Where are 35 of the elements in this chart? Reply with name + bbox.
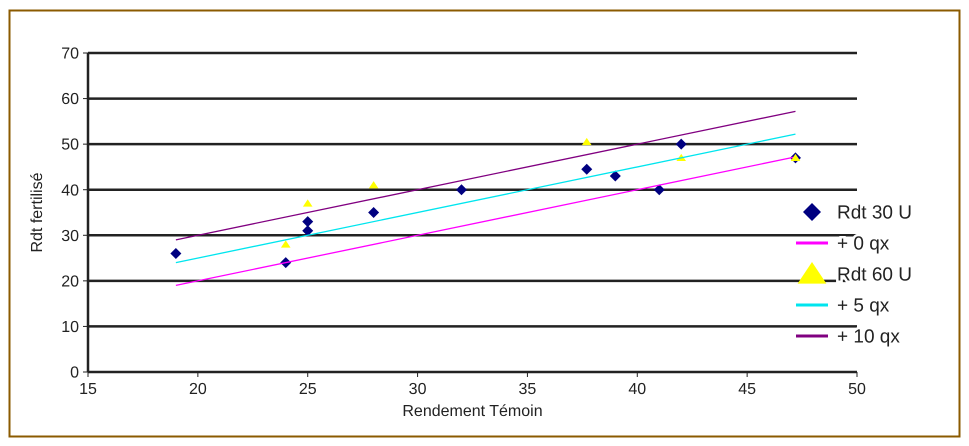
point bbox=[582, 138, 592, 146]
legend-label: + 0 qx bbox=[837, 234, 890, 255]
y-tick-label: 0 bbox=[70, 364, 80, 382]
legend-label: + 10 qx bbox=[837, 326, 900, 348]
x-tick-label: 45 bbox=[738, 381, 756, 398]
legend-label: Rdt 30 U bbox=[837, 202, 912, 224]
y-tick-label: 40 bbox=[61, 182, 80, 200]
point bbox=[676, 138, 687, 150]
y-tick-label: 70 bbox=[61, 46, 80, 63]
x-tick-label: 30 bbox=[408, 381, 427, 398]
point bbox=[302, 216, 314, 228]
point bbox=[302, 199, 313, 207]
y-tick-label: 30 bbox=[61, 228, 80, 245]
point bbox=[302, 225, 314, 236]
x-tick-label: 15 bbox=[79, 381, 97, 398]
y-axis-title: Rdt fertilisé bbox=[29, 172, 46, 253]
point bbox=[280, 240, 291, 248]
legend-label: + 5 qx bbox=[837, 296, 890, 317]
x-tick-label: 25 bbox=[298, 381, 317, 398]
point bbox=[581, 164, 592, 175]
x-tick-label: 35 bbox=[518, 381, 536, 398]
point bbox=[368, 181, 378, 188]
y-tick-label: 10 bbox=[61, 319, 80, 336]
x-tick-label: 20 bbox=[188, 381, 207, 398]
x-tick-label: 50 bbox=[848, 381, 866, 398]
x-axis-title: Rendement Témoin bbox=[402, 403, 543, 420]
x-tick-label: 40 bbox=[628, 381, 646, 398]
y-tick-label: 50 bbox=[61, 136, 80, 154]
point bbox=[170, 248, 182, 260]
y-tick-label: 20 bbox=[61, 273, 80, 290]
point bbox=[654, 184, 665, 196]
point bbox=[610, 170, 621, 182]
point bbox=[456, 184, 468, 196]
point bbox=[368, 207, 380, 218]
y-tick-label: 60 bbox=[61, 91, 80, 108]
